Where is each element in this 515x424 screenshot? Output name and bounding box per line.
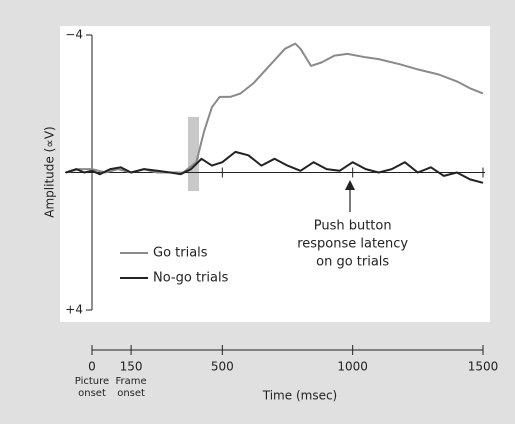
annotation-arrowhead — [345, 180, 355, 190]
annotation: Picture — [75, 376, 109, 387]
x-tick-label: 500 — [211, 360, 234, 374]
y-tick-label: −4 — [65, 28, 83, 42]
annotation: on go trials — [316, 255, 389, 270]
legend-label: No-go trials — [153, 271, 229, 286]
annotation: Frame — [116, 376, 147, 387]
plot-background — [60, 26, 490, 322]
series-line — [65, 150, 484, 184]
legend-label: Go trials — [153, 246, 208, 261]
annotation: onset — [117, 388, 145, 399]
x-tick-label: 150 — [120, 360, 143, 374]
annotation: onset — [78, 388, 106, 399]
y-tick-label: +4 — [65, 303, 83, 317]
annotation: response latency — [297, 237, 408, 252]
x-tick-label: 1000 — [337, 360, 368, 374]
x-tick-label: 0 — [88, 360, 96, 374]
y-axis-label: Amplitude (∝V) — [43, 126, 57, 217]
shaded-band — [188, 117, 199, 191]
x-axis-label: Time (msec) — [262, 389, 337, 403]
annotation: Push button — [314, 219, 392, 234]
x-tick-label: 1500 — [468, 360, 499, 374]
